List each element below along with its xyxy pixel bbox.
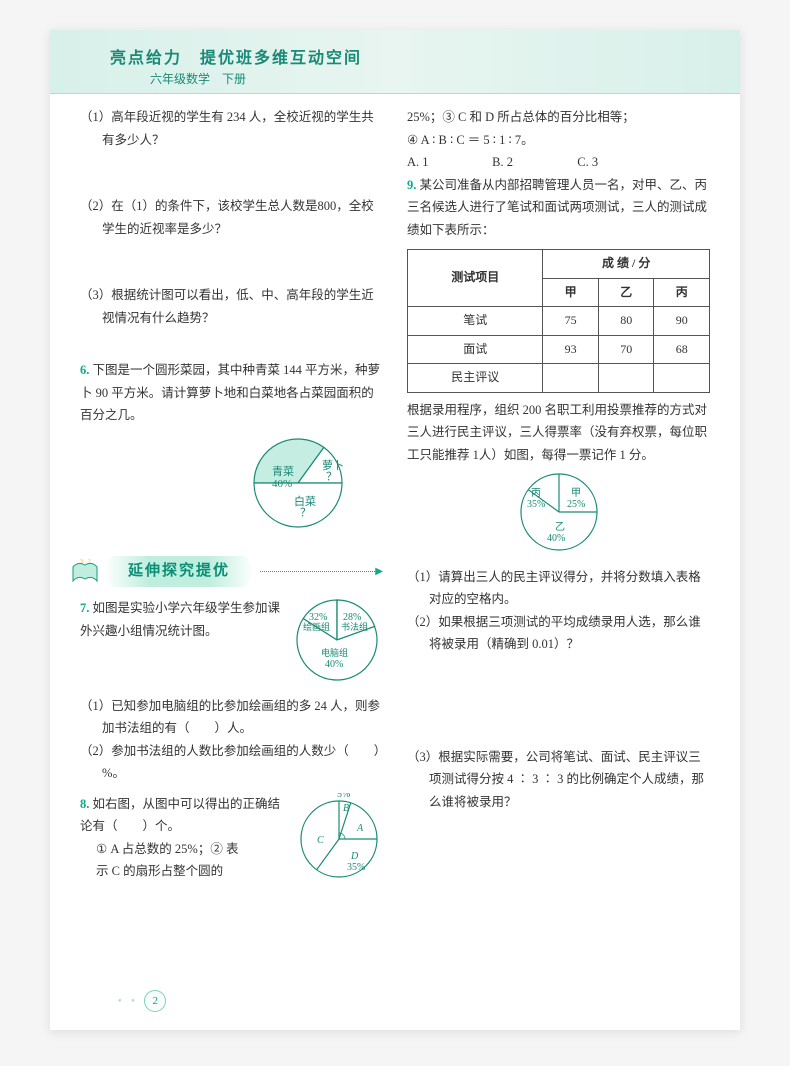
page: 亮点给力 提优班多维互动空间 六年级数学 下册 （1）高年段近视的学生有 234… — [50, 30, 740, 1030]
q7-pie-wrap: 32% 绘画组 28% 书法组 电脑组 40% — [291, 597, 383, 691]
opt-b: B. 2 — [492, 151, 574, 174]
q9-part1: （1）请算出三人的民主评议得分，并将分数填入表格对应的空格内。 — [407, 566, 710, 611]
q8-line1: ① A 占总数的 25%；② 表 — [80, 842, 238, 856]
svg-text:25%: 25% — [567, 499, 585, 510]
svg-text:？: ？ — [326, 471, 337, 483]
q9-pie-wrap: 丙 35% 甲 25% 乙 40% — [407, 470, 710, 562]
svg-text:35%: 35% — [527, 499, 545, 510]
q8-text: 如右图，从图中可以得出的正确结论有（ ）个。 — [80, 797, 280, 834]
table-row: 面试 93 70 68 — [408, 335, 710, 364]
svg-text:甲: 甲 — [571, 488, 581, 499]
q7: 32% 绘画组 28% 书法组 电脑组 40% 7. 如图是实验小学六年级学生参… — [80, 597, 383, 785]
q7-text: 如图是实验小学六年级学生参加课外兴趣小组情况统计图。 — [80, 601, 280, 638]
book-title: 亮点给力 提优班多维互动空间 — [110, 44, 690, 68]
q8-cont2: ④ A ∶ B ∶ C ＝ 5 ∶ 1 ∶ 7。 — [407, 129, 710, 152]
left-column: （1）高年段近视的学生有 234 人，全校近视的学生共有多少人？ （2）在（1）… — [80, 106, 383, 900]
svg-text:绘画组: 绘画组 — [303, 621, 330, 632]
section-dotline — [260, 571, 377, 572]
svg-text:35%: 35% — [347, 862, 365, 873]
svg-text:40%: 40% — [547, 533, 565, 544]
q8-line2: 示 C 的扇形占整个圆的 — [80, 864, 223, 878]
section-extend: ? ? 延伸探究提优 ▶ — [70, 556, 383, 587]
th-score: 成 绩 / 分 — [543, 250, 710, 279]
svg-text:电脑组: 电脑组 — [321, 647, 348, 658]
table-row: 笔试 75 80 90 — [408, 307, 710, 336]
opt-a: A. 1 — [407, 151, 489, 174]
q7-number: 7. — [80, 601, 89, 615]
section-title: 延伸探究提优 — [104, 556, 254, 587]
q8-number: 8. — [80, 797, 89, 811]
book-subtitle: 六年级数学 下册 — [150, 70, 690, 87]
right-column: 25%；③ C 和 D 所占总体的百分比相等； ④ A ∶ B ∶ C ＝ 5 … — [407, 106, 710, 900]
svg-text:？: ？ — [300, 507, 311, 519]
q9-part3: （3）根据实际需要，公司将笔试、面试、民主评议三项测试得分按 4 ∶ 3 ∶ 3… — [407, 746, 710, 814]
q8-options: A. 1 B. 2 C. 3 — [407, 151, 710, 174]
q6-pie-chart: 青菜 40% 萝卜 ？ 白菜 ？ — [243, 435, 353, 531]
q7-pie-chart: 32% 绘画组 28% 书法组 电脑组 40% — [291, 597, 383, 683]
svg-text:40%: 40% — [272, 478, 292, 490]
th-col1: 甲 — [543, 278, 599, 307]
svg-text:C: C — [317, 835, 324, 846]
q6-pie-wrap: 青菜 40% 萝卜 ？ 白菜 ？ — [80, 435, 383, 539]
q8-cont1: 25%；③ C 和 D 所占总体的百分比相等； — [407, 106, 710, 129]
svg-text:D: D — [350, 851, 359, 862]
q5-part1: （1）高年段近视的学生有 234 人，全校近视的学生共有多少人？ — [80, 106, 383, 151]
q9-part2: （2）如果根据三项测试的平均成绩录用人选，那么谁将被录用（精确到 0.01）？ — [407, 611, 710, 656]
svg-text:B: B — [343, 803, 349, 814]
q9-text: 某公司准备从内部招聘管理人员一名，对甲、乙、丙三名候选人进行了笔试和面试两项测试… — [407, 178, 707, 237]
q9-pie-chart: 丙 35% 甲 25% 乙 40% — [514, 470, 604, 554]
q5-part3: （3）根据统计图可以看出，低、中、高年段的学生近视情况有什么趋势？ — [80, 284, 383, 329]
svg-text:乙: 乙 — [555, 521, 565, 533]
q5-part2: （2）在（1）的条件下，该校学生总人数是800，全校学生的近视率是多少？ — [80, 195, 383, 240]
th-col2: 乙 — [598, 278, 654, 307]
q6-text: 下图是一个圆形菜园，其中种青菜 144 平方米，种萝卜 90 平方米。请计算萝卜… — [80, 363, 380, 422]
svg-text:白菜: 白菜 — [294, 494, 316, 508]
q7-part2: （2）参加书法组的人数比参加绘画组的人数少（ ）%。 — [80, 740, 383, 785]
q9-mid: 根据录用程序，组织 200 名职工利用投票推荐的方式对三人进行民主评议，三人得票… — [407, 399, 710, 467]
svg-text:书法组: 书法组 — [341, 621, 368, 632]
q8-pie-chart: 5% B A D 35% C — [295, 793, 383, 881]
svg-text:5%: 5% — [337, 793, 350, 800]
table-row: 民主评议 — [408, 364, 710, 393]
arrow-icon: ▶ — [375, 563, 383, 581]
q7-part1: （1）已知参加电脑组的比参加绘画组的多 24 人，则参加书法组的有（ ）人。 — [80, 695, 383, 740]
th-col3: 丙 — [654, 278, 710, 307]
q9: 9. 某公司准备从内部招聘管理人员一名，对甲、乙、丙三名候选人进行了笔试和面试两… — [407, 174, 710, 242]
q8: 5% B A D 35% C 8. 如右图，从图中可以得出的正确结论有（ ）个。… — [80, 793, 383, 893]
svg-text:?: ? — [80, 559, 84, 567]
score-table: 测试项目 成 绩 / 分 甲 乙 丙 笔试 75 80 90 面试 93 — [407, 249, 710, 393]
page-number: 2 — [118, 990, 166, 1012]
svg-text:40%: 40% — [325, 659, 343, 670]
q6: 6. 下图是一个圆形菜园，其中种青菜 144 平方米，种萝卜 90 平方米。请计… — [80, 359, 383, 427]
svg-text:青菜: 青菜 — [272, 465, 294, 478]
svg-text:?: ? — [88, 559, 91, 565]
opt-c: C. 3 — [577, 151, 659, 174]
book-icon: ? ? — [70, 559, 100, 585]
q9-number: 9. — [407, 178, 416, 192]
svg-text:A: A — [356, 823, 364, 834]
th-testitem: 测试项目 — [408, 250, 543, 307]
q8-pie-wrap: 5% B A D 35% C — [295, 793, 383, 889]
svg-text:丙: 丙 — [531, 488, 541, 499]
page-header: 亮点给力 提优班多维互动空间 六年级数学 下册 — [50, 30, 740, 94]
q6-number: 6. — [80, 363, 89, 377]
